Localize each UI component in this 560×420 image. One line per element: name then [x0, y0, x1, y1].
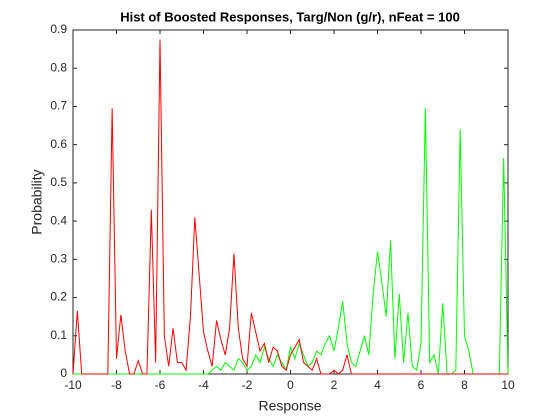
y-axis-label: Probability	[29, 169, 45, 234]
x-tick-label: 8	[461, 378, 468, 392]
x-tick-label: 2	[331, 378, 338, 392]
y-tick-label: 0.6	[50, 137, 67, 151]
y-tick-label: 0.9	[50, 22, 67, 36]
series-line	[72, 39, 508, 375]
x-tick-label: 6	[418, 378, 425, 392]
y-tick-label: 0	[60, 366, 67, 380]
chart-title: Hist of Boosted Responses, Targ/Non (g/r…	[120, 9, 460, 24]
x-axis-label: Response	[258, 398, 321, 414]
y-tick-label: 0.5	[50, 175, 67, 189]
x-tick-label: -6	[155, 378, 166, 392]
x-tick-label: -10	[64, 378, 82, 392]
x-tick-label: 0	[287, 378, 294, 392]
y-tick-label: 0.2	[50, 290, 67, 304]
x-tick-label: 10	[501, 378, 515, 392]
y-tick-label: 0.3	[50, 252, 67, 266]
y-tick-label: 0.7	[50, 99, 67, 113]
y-tick-label: 0.8	[50, 60, 67, 74]
x-tick-label: -4	[198, 378, 209, 392]
x-tick-label: 4	[374, 378, 381, 392]
y-tick-label: 0.1	[50, 328, 67, 342]
plot-box	[72, 29, 509, 375]
x-tick-label: -8	[111, 378, 122, 392]
y-tick-label: 0.4	[50, 213, 67, 227]
x-tick-label: -2	[242, 378, 253, 392]
